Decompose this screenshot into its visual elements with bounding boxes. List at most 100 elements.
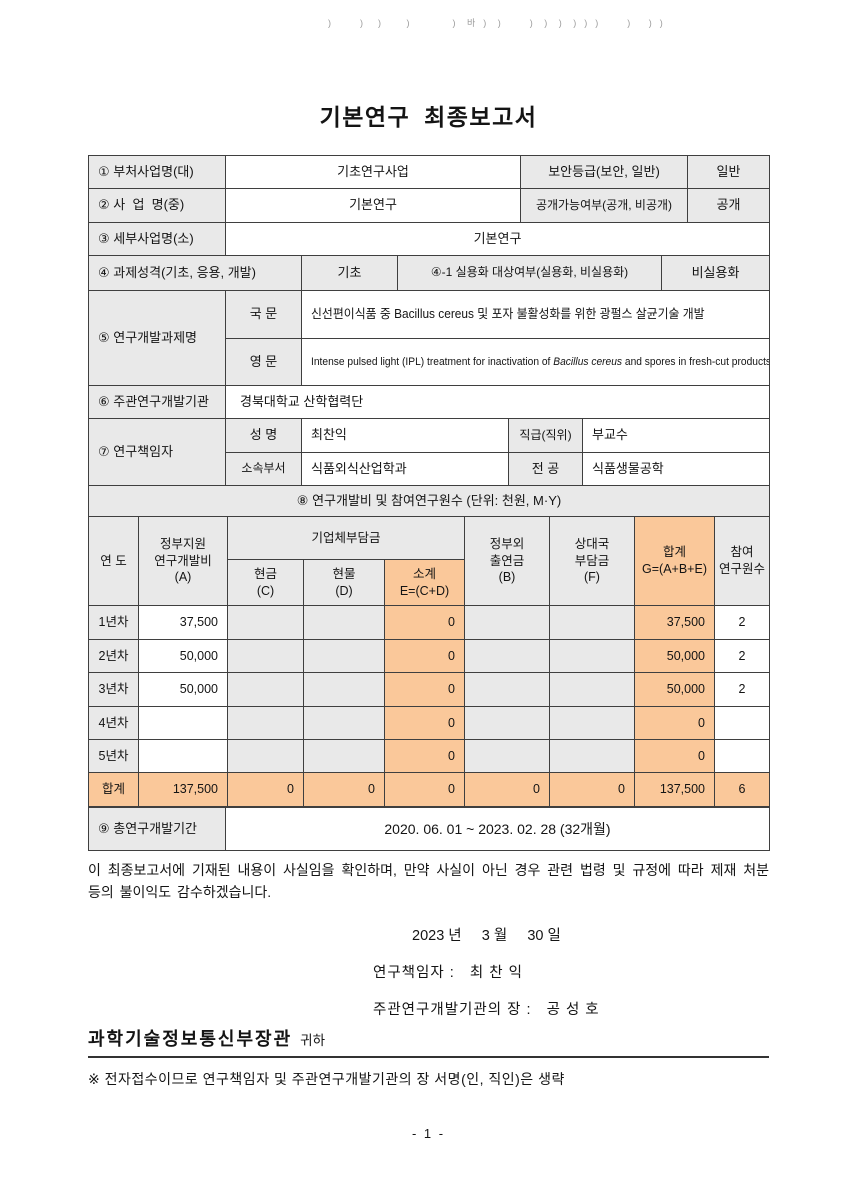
- total-cell: 50,000: [635, 640, 715, 673]
- pi-dept-value: 식품외식산업학과: [302, 453, 509, 486]
- subtotal-cell: 0: [385, 673, 465, 707]
- budget-row-year5: 5년차 0 0: [89, 740, 770, 773]
- pi-label: ⑦ 연구책임자: [89, 419, 226, 486]
- in-kind-cell: [304, 640, 385, 673]
- non-gov-cell: [465, 606, 550, 640]
- addressee-name: 과학기술정보통신부장관: [88, 1028, 293, 1049]
- program-name-label: ② 사 업 명(중): [89, 189, 226, 223]
- sub-program-value: 기본연구: [226, 223, 770, 256]
- header-total: 합계 G=(A+B+E): [635, 517, 715, 606]
- electronic-submission-note: ※ 전자접수이므로 연구책임자 및 주관연구개발기관의 장 서명(인, 직인)은…: [88, 1070, 565, 1087]
- counterpart-cell: [550, 740, 635, 773]
- sub-program-label: ③ 세부사업명(소): [89, 223, 226, 256]
- row-korean-title: 국 문 신선편이식품 중 Bacillus cereus 및 포자 불활성화를 …: [226, 291, 770, 339]
- header-cash: 현금 (C): [228, 560, 304, 606]
- researchers-cell: [715, 707, 770, 740]
- project-type-label: ④ 과제성격(기초, 응용, 개발): [89, 256, 302, 291]
- row-sub-program: ③ 세부사업명(소) 기본연구: [89, 223, 770, 256]
- addressee-honorific: 귀하: [300, 1032, 326, 1048]
- subtotal-cell: 0: [385, 740, 465, 773]
- total-subtotal-cell: 0: [385, 773, 465, 808]
- year-cell: 1년차: [89, 606, 139, 640]
- english-title-species: Bacillus cereus: [553, 355, 623, 368]
- total-period-label: ⑨ 총연구개발기간: [89, 808, 226, 851]
- korean-title-label: 국 문: [226, 291, 302, 339]
- header-non-gov: 정부외 출연금 (B): [465, 517, 550, 606]
- total-non-gov-cell: 0: [465, 773, 550, 808]
- ministry-program-value: 기초연구사업: [226, 156, 521, 189]
- addressee-line: 과학기술정보통신부장관 귀하: [88, 1025, 769, 1058]
- header-company-contribution: 기업체부담금: [228, 517, 465, 560]
- total-cell: 37,500: [635, 606, 715, 640]
- english-title-text: Intense pulsed light (IPL) treatment for…: [311, 355, 770, 369]
- subtotal-cell: 0: [385, 606, 465, 640]
- project-title-label: ⑤ 연구개발과제명: [89, 291, 226, 386]
- english-title-cell: Intense pulsed light (IPL) treatment for…: [302, 339, 770, 386]
- counterpart-cell: [550, 640, 635, 673]
- total-cell: 0: [635, 740, 715, 773]
- header-in-kind: 현물 (D): [304, 560, 385, 606]
- total-counterpart-cell: 0: [550, 773, 635, 808]
- subtotal-cell: 0: [385, 707, 465, 740]
- non-gov-cell: [465, 673, 550, 707]
- cash-cell: [228, 640, 304, 673]
- total-gov-fund-cell: 137,500: [139, 773, 228, 808]
- commercialization-value: 비실용화: [662, 256, 770, 291]
- pi-stack: 성 명 최찬익 직급(직위) 부교수 소속부서 식품외식산업학과 전 공 식품생…: [226, 419, 770, 486]
- commercialization-label: ④-1 실용화 대상여부(실용화, 비실용화): [398, 256, 662, 291]
- report-date: 2023 년 3 월 30 일: [412, 927, 561, 944]
- header-company-top: 기업체부담금: [228, 517, 465, 560]
- non-gov-cell: [465, 640, 550, 673]
- gov-fund-cell: 50,000: [139, 640, 228, 673]
- year-cell: 2년차: [89, 640, 139, 673]
- scan-artifact-marks: ) ) ) ) ) 바 ) ) ) ) ) ) ) ) ) ) ): [328, 18, 664, 28]
- budget-row-year3: 3년차 50,000 0 50,000 2: [89, 673, 770, 707]
- counterpart-cell: [550, 673, 635, 707]
- pi-major-value: 식품생물공학: [583, 453, 770, 486]
- security-level-label: 보안등급(보안, 일반): [521, 156, 688, 189]
- budget-section-title: ⑧ 연구개발비 및 참여연구원수 (단위: 천원, M·Y): [89, 486, 770, 517]
- header-company-sub: 현금 (C) 현물 (D) 소계 E=(C+D): [228, 560, 465, 606]
- researchers-cell: 2: [715, 606, 770, 640]
- korean-title-cell: 신선편이식품 중 Bacillus cereus 및 포자 불활성화를 위한 광…: [302, 291, 770, 339]
- report-info-table: ① 부처사업명(대) 기초연구사업 보안등급(보안, 일반) 일반 ② 사 업 …: [88, 155, 770, 851]
- korean-title-text: 신선편이식품 중 Bacillus cereus 및 포자 불활성화를 위한 광…: [311, 307, 705, 322]
- budget-row-year1: 1년차 37,500 0 37,500 2: [89, 606, 770, 640]
- row-english-title: 영 문 Intense pulsed light (IPL) treatment…: [226, 339, 770, 386]
- pi-dept-label: 소속부서: [226, 453, 302, 486]
- english-title-label: 영 문: [226, 339, 302, 386]
- budget-header-row: 연 도 정부지원 연구개발비 (A) 기업체부담금 현금 (C) 현물 (D) …: [89, 517, 770, 606]
- non-gov-cell: [465, 740, 550, 773]
- cash-cell: [228, 606, 304, 640]
- program-name-value: 기본연구: [226, 189, 521, 223]
- lead-institution-value: 경북대학교 산학협력단: [226, 386, 770, 419]
- row-project-title: ⑤ 연구개발과제명 국 문 신선편이식품 중 Bacillus cereus 및…: [89, 291, 770, 386]
- total-in-kind-cell: 0: [304, 773, 385, 808]
- row-pi-name: 성 명 최찬익 직급(직위) 부교수: [226, 419, 770, 453]
- total-researchers-cell: 6: [715, 773, 770, 808]
- pi-rank-label: 직급(직위): [509, 419, 583, 453]
- project-title-stack: 국 문 신선편이식품 중 Bacillus cereus 및 포자 불활성화를 …: [226, 291, 770, 386]
- year-cell: 3년차: [89, 673, 139, 707]
- header-gov-fund: 정부지원 연구개발비 (A): [139, 517, 228, 606]
- total-cell: 50,000: [635, 673, 715, 707]
- gov-fund-cell: 37,500: [139, 606, 228, 640]
- subtotal-cell: 0: [385, 640, 465, 673]
- header-researchers: 참여 연구원수: [715, 517, 770, 606]
- project-type-value: 기초: [302, 256, 398, 291]
- counterpart-cell: [550, 707, 635, 740]
- header-subtotal: 소계 E=(C+D): [385, 560, 465, 606]
- ministry-program-label: ① 부처사업명(대): [89, 156, 226, 189]
- document-title: 기본연구 최종보고서: [319, 104, 538, 130]
- pi-signature-line: 연구책임자 : 최 찬 익: [373, 964, 523, 981]
- year-cell: 4년차: [89, 707, 139, 740]
- total-period-value: 2020. 06. 01 ~ 2023. 02. 28 (32개월): [226, 808, 770, 851]
- total-total-cell: 137,500: [635, 773, 715, 808]
- budget-row-year4: 4년차 0 0: [89, 707, 770, 740]
- english-title-suffix: and spores in fresh-cut products: [622, 355, 770, 368]
- page-number: - 1 -: [411, 1125, 446, 1141]
- pi-name-label: 성 명: [226, 419, 302, 453]
- cash-cell: [228, 740, 304, 773]
- gov-fund-cell: [139, 707, 228, 740]
